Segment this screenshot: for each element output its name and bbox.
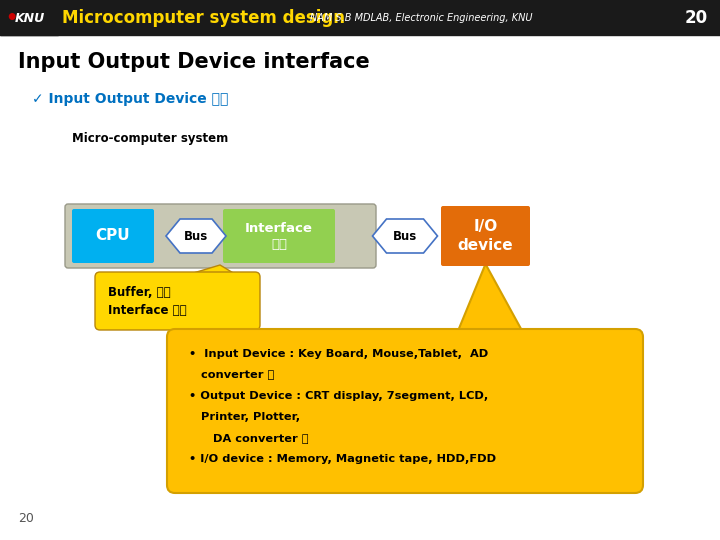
Text: Microcomputer system design: Microcomputer system design [62, 9, 345, 27]
Text: • Output Device : CRT display, 7segment, LCD,: • Output Device : CRT display, 7segment,… [189, 391, 488, 401]
Text: •  Input Device : Key Board, Mouse,Tablet,  AD: • Input Device : Key Board, Mouse,Tablet… [189, 349, 488, 359]
FancyBboxPatch shape [167, 329, 643, 493]
Text: Interface
회로: Interface 회로 [245, 221, 313, 251]
FancyBboxPatch shape [223, 209, 335, 263]
Text: Micro-computer system: Micro-computer system [72, 132, 228, 145]
Polygon shape [456, 264, 526, 337]
Polygon shape [372, 219, 438, 253]
Text: Bus: Bus [184, 230, 208, 242]
Text: Input Output Device interface: Input Output Device interface [18, 52, 370, 72]
Text: 20: 20 [685, 9, 708, 27]
Text: ✓ Input Output Device 종류: ✓ Input Output Device 종류 [32, 92, 228, 106]
Text: DA converter 등: DA converter 등 [189, 433, 309, 443]
Text: I/O
device: I/O device [458, 219, 513, 253]
Text: CPU: CPU [96, 228, 130, 244]
Text: Buffer, 기타
Interface 회로: Buffer, 기타 Interface 회로 [108, 286, 186, 316]
Text: converter 등: converter 등 [189, 370, 274, 380]
Text: NAM S.B MDLAB, Electronic Engineering, KNU: NAM S.B MDLAB, Electronic Engineering, K… [310, 13, 533, 23]
FancyBboxPatch shape [72, 209, 154, 263]
Bar [0, 0, 720, 35]
Text: Printer, Plotter,: Printer, Plotter, [189, 412, 300, 422]
Text: 20: 20 [18, 512, 34, 525]
Polygon shape [180, 265, 240, 277]
Polygon shape [166, 219, 226, 253]
Text: • I/O device : Memory, Magnetic tape, HDD,FDD: • I/O device : Memory, Magnetic tape, HD… [189, 454, 496, 464]
FancyBboxPatch shape [95, 272, 260, 330]
Text: Bus: Bus [393, 230, 417, 242]
FancyBboxPatch shape [65, 204, 376, 268]
Text: KNU: KNU [15, 11, 45, 24]
FancyBboxPatch shape [441, 206, 530, 266]
Bar [0, 0, 58, 35]
Text: •: • [5, 9, 17, 28]
